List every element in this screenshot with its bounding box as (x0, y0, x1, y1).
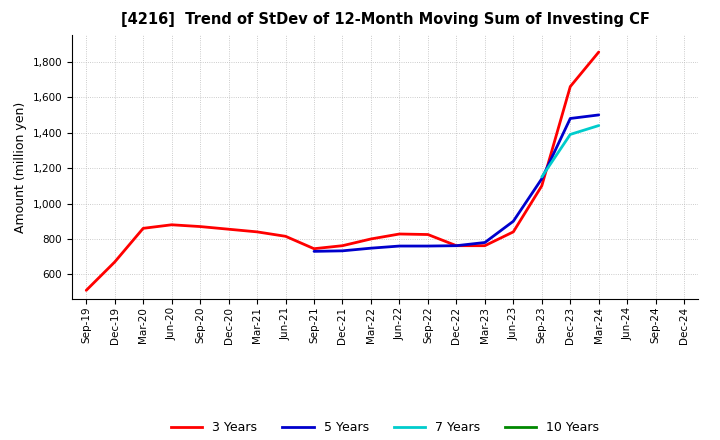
3 Years (110, 259, 119, 264)
3 Years (480, 243, 489, 248)
5 Years (480, 240, 489, 245)
3 Years (366, 236, 375, 242)
3 Years (225, 227, 233, 232)
5 Years (509, 219, 518, 224)
3 Years (253, 229, 261, 235)
3 Years (282, 234, 290, 239)
3 Years (509, 229, 518, 235)
Legend: 3 Years, 5 Years, 7 Years, 10 Years: 3 Years, 5 Years, 7 Years, 10 Years (166, 416, 604, 439)
3 Years (196, 224, 204, 229)
5 Years (338, 248, 347, 253)
5 Years (595, 112, 603, 117)
3 Years (452, 243, 461, 248)
7 Years (566, 132, 575, 137)
Line: 7 Years: 7 Years (541, 125, 599, 177)
3 Years (139, 226, 148, 231)
3 Years (82, 288, 91, 293)
3 Years (310, 246, 318, 251)
3 Years (395, 231, 404, 237)
3 Years (566, 84, 575, 89)
Line: 5 Years: 5 Years (314, 115, 599, 251)
3 Years (423, 232, 432, 237)
5 Years (452, 243, 461, 248)
7 Years (595, 123, 603, 128)
5 Years (423, 243, 432, 249)
5 Years (366, 246, 375, 251)
5 Years (395, 243, 404, 249)
Line: 3 Years: 3 Years (86, 52, 599, 290)
3 Years (167, 222, 176, 227)
5 Years (310, 249, 318, 254)
7 Years (537, 174, 546, 180)
3 Years (537, 183, 546, 188)
5 Years (537, 176, 546, 181)
Y-axis label: Amount (million yen): Amount (million yen) (14, 102, 27, 233)
3 Years (338, 243, 347, 248)
3 Years (595, 49, 603, 55)
5 Years (566, 116, 575, 121)
Title: [4216]  Trend of StDev of 12-Month Moving Sum of Investing CF: [4216] Trend of StDev of 12-Month Moving… (121, 12, 649, 27)
